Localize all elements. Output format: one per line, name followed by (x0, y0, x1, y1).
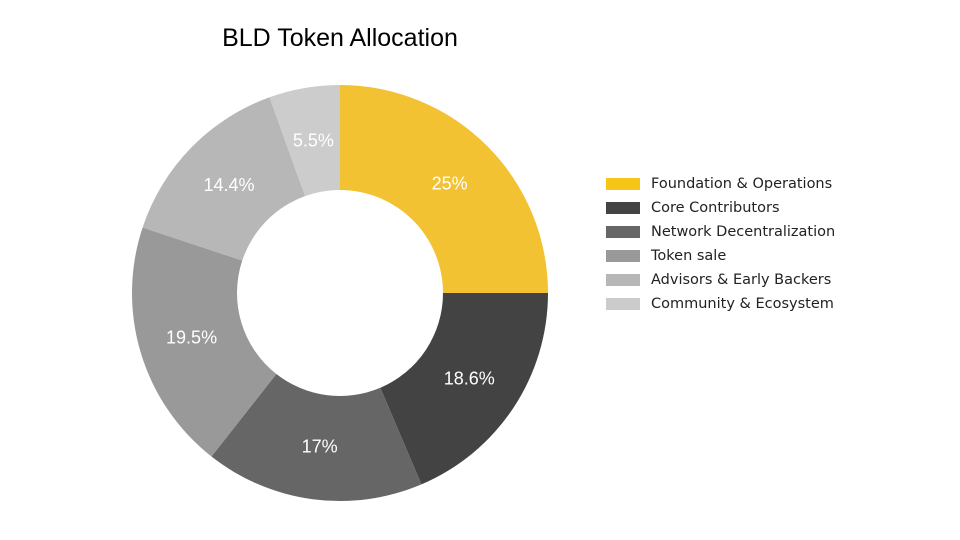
slice-value-label-3: 19.5% (166, 328, 217, 348)
legend-swatch-0 (606, 178, 640, 190)
donut-slice-4 (142, 97, 306, 261)
donut-slice-5 (269, 85, 340, 197)
legend-item-1: Core Contributors (606, 196, 835, 220)
legend-item-5: Community & Ecosystem (606, 292, 835, 316)
legend-swatch-5 (606, 298, 640, 310)
slice-value-label-0: 25% (432, 173, 468, 193)
slice-value-label-2: 17% (302, 437, 338, 457)
slice-value-label-5: 5.5% (293, 130, 334, 150)
donut-slice-2 (211, 373, 422, 502)
slice-value-label-4: 14.4% (204, 175, 255, 195)
legend-swatch-1 (606, 202, 640, 214)
legend-label-2: Network Decentralization (651, 224, 836, 240)
donut-chart: 25% 18.6% 17% 19.5% 14.4% 5.5% (131, 85, 548, 502)
legend-label-3: Token sale (651, 248, 727, 264)
legend-item-4: Advisors & Early Backers (606, 268, 835, 292)
legend-swatch-3 (606, 250, 640, 262)
legend-item-2: Network Decentralization (606, 220, 835, 244)
legend-label-5: Community & Ecosystem (651, 296, 834, 312)
legend-swatch-4 (606, 274, 640, 286)
donut-slice-1 (380, 293, 548, 485)
slice-value-label-1: 18.6% (444, 369, 495, 389)
legend-swatch-2 (606, 226, 640, 238)
donut-slice-3 (131, 227, 277, 457)
donut-slice-0 (340, 85, 548, 293)
chart-legend: Foundation & Operations Core Contributors… (606, 172, 835, 316)
legend-label-0: Foundation & Operations (651, 176, 833, 192)
chart-title: BLD Token Allocation (222, 24, 458, 52)
legend-item-0: Foundation & Operations (606, 172, 835, 196)
legend-item-3: Token sale (606, 244, 835, 268)
legend-label-4: Advisors & Early Backers (651, 272, 832, 288)
legend-label-1: Core Contributors (651, 200, 780, 216)
